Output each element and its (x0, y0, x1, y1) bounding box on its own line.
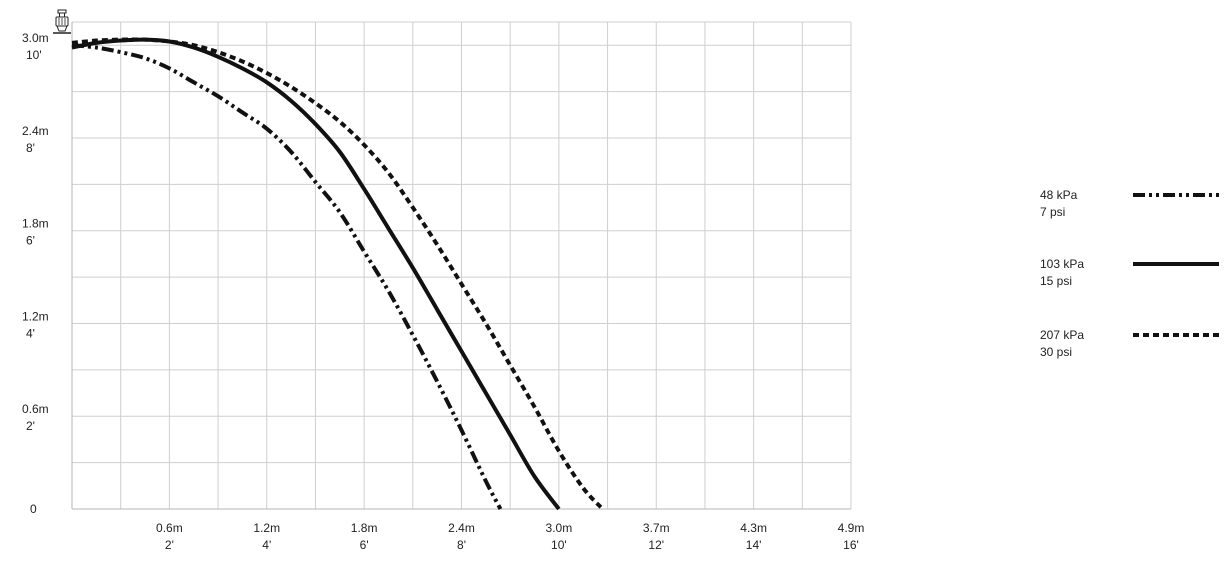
x-tick-label-metric: 3.0m (546, 521, 573, 535)
y-tick-label-imperial: 6' (26, 234, 35, 248)
axis-tick-labels: 0.6m 2' 1.2m 4' 1.8m 6' 2.4m 8' 3.0m 10' 3.7m 12' 4.… (22, 31, 864, 552)
y-tick-label-metric: 3.0m (22, 31, 49, 45)
legend-label-pressure-psi: 30 psi (1040, 345, 1072, 359)
x-tick-label-metric: 3.7m (643, 521, 670, 535)
x-tick-label-metric: 0.6m (156, 521, 183, 535)
legend-label-pressure-psi: 7 psi (1040, 205, 1065, 219)
legend-label-pressure-kpa: 103 kPa (1040, 257, 1084, 271)
x-tick-label-imperial: 12' (648, 538, 664, 552)
y-tick-label-metric: 1.2m (22, 309, 49, 323)
x-tick-label-metric: 1.2m (253, 521, 280, 535)
x-tick-label-imperial: 10' (551, 538, 567, 552)
x-tick-label-metric: 2.4m (448, 521, 475, 535)
y-tick-label-imperial: 10' (26, 48, 42, 62)
x-tick-label-metric: 1.8m (351, 521, 378, 535)
legend-label-pressure-kpa: 207 kPa (1040, 328, 1084, 342)
y-tick-label-metric: 0 (30, 502, 37, 516)
legend-label-pressure-psi: 15 psi (1040, 274, 1072, 288)
y-tick-label-metric: 0.6m (22, 402, 49, 416)
x-tick-label-imperial: 16' (843, 538, 859, 552)
x-tick-label-imperial: 6' (360, 538, 369, 552)
legend-item-103kpa: 103 kPa 15 psi (1040, 257, 1219, 288)
x-tick-label-imperial: 8' (457, 538, 466, 552)
y-tick-label-metric: 1.8m (22, 217, 49, 231)
x-tick-label-imperial: 14' (746, 538, 762, 552)
series-207kpa-line (71, 37, 605, 511)
legend-label-pressure-kpa: 48 kPa (1040, 188, 1078, 202)
y-tick-label-imperial: 8' (26, 141, 35, 155)
y-tick-label-metric: 2.4m (22, 124, 49, 138)
sprinkler-head-icon (53, 9, 71, 34)
x-tick-label-metric: 4.3m (740, 521, 767, 535)
series-lines (71, 37, 605, 511)
legend: 48 kPa 7 psi 103 kPa 15 psi 207 kPa 30 psi (1040, 188, 1219, 359)
y-tick-label-imperial: 4' (26, 326, 35, 340)
x-tick-label-imperial: 2' (165, 538, 174, 552)
y-tick-label-imperial: 2' (26, 419, 35, 433)
series-48kpa-line (71, 43, 503, 510)
legend-item-48kpa: 48 kPa 7 psi (1040, 188, 1219, 219)
x-tick-label-metric: 4.9m (838, 521, 865, 535)
grid (71, 21, 852, 510)
x-tick-label-imperial: 4' (262, 538, 271, 552)
legend-item-207kpa: 207 kPa 30 psi (1040, 328, 1219, 359)
